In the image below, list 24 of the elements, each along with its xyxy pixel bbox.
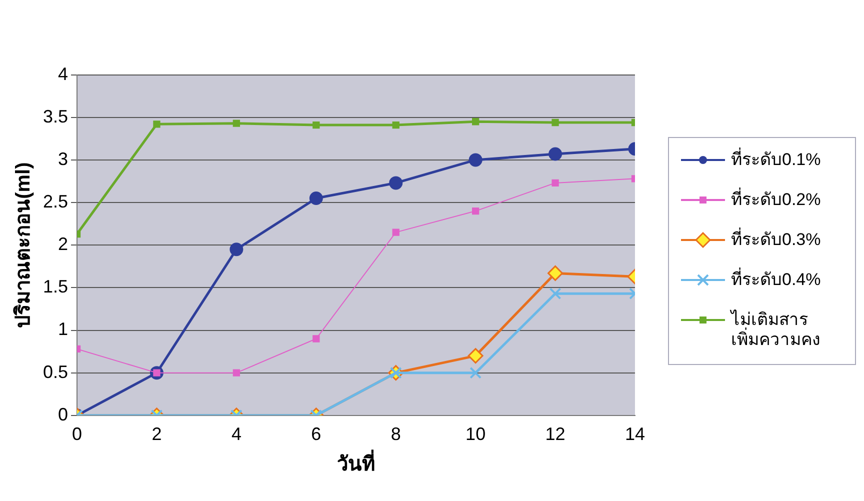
legend-label: ที่ระดับ0.1% bbox=[731, 150, 821, 170]
legend-label: ที่ระดับ0.2% bbox=[731, 190, 821, 210]
y-axis-title: ปริมาณตะกอน(ml) bbox=[12, 162, 35, 328]
x-tick-label: 12 bbox=[545, 424, 566, 444]
x-axis-title: วันที่ bbox=[337, 448, 376, 476]
y-tick-label: 3 bbox=[58, 148, 68, 168]
x-tick-label: 4 bbox=[231, 424, 242, 444]
y-tick-label: 1 bbox=[58, 318, 68, 339]
x-tick-label: 6 bbox=[311, 424, 322, 444]
x-tick-label: 14 bbox=[624, 424, 646, 444]
y-tick-label: 3.5 bbox=[42, 106, 68, 126]
x-tick-label: 8 bbox=[390, 424, 401, 444]
y-tick-label: 0.5 bbox=[42, 361, 68, 382]
y-tick-label: 2 bbox=[58, 234, 68, 254]
y-tick-label: 2.5 bbox=[42, 190, 68, 211]
x-tick-label: 0 bbox=[72, 424, 82, 444]
legend-label: ไม่เติมสาร เพิ่มความคง bbox=[731, 310, 821, 350]
legend-label: ที่ระดับ0.4% bbox=[731, 270, 821, 290]
x-tick-label: 10 bbox=[466, 424, 486, 444]
y-tick-label: 0 bbox=[58, 404, 68, 424]
legend-label: ที่ระดับ0.3% bbox=[731, 230, 821, 250]
x-tick-label: 2 bbox=[152, 424, 162, 444]
y-tick-label: 1.5 bbox=[42, 276, 68, 296]
y-tick-label: 4 bbox=[58, 63, 68, 84]
